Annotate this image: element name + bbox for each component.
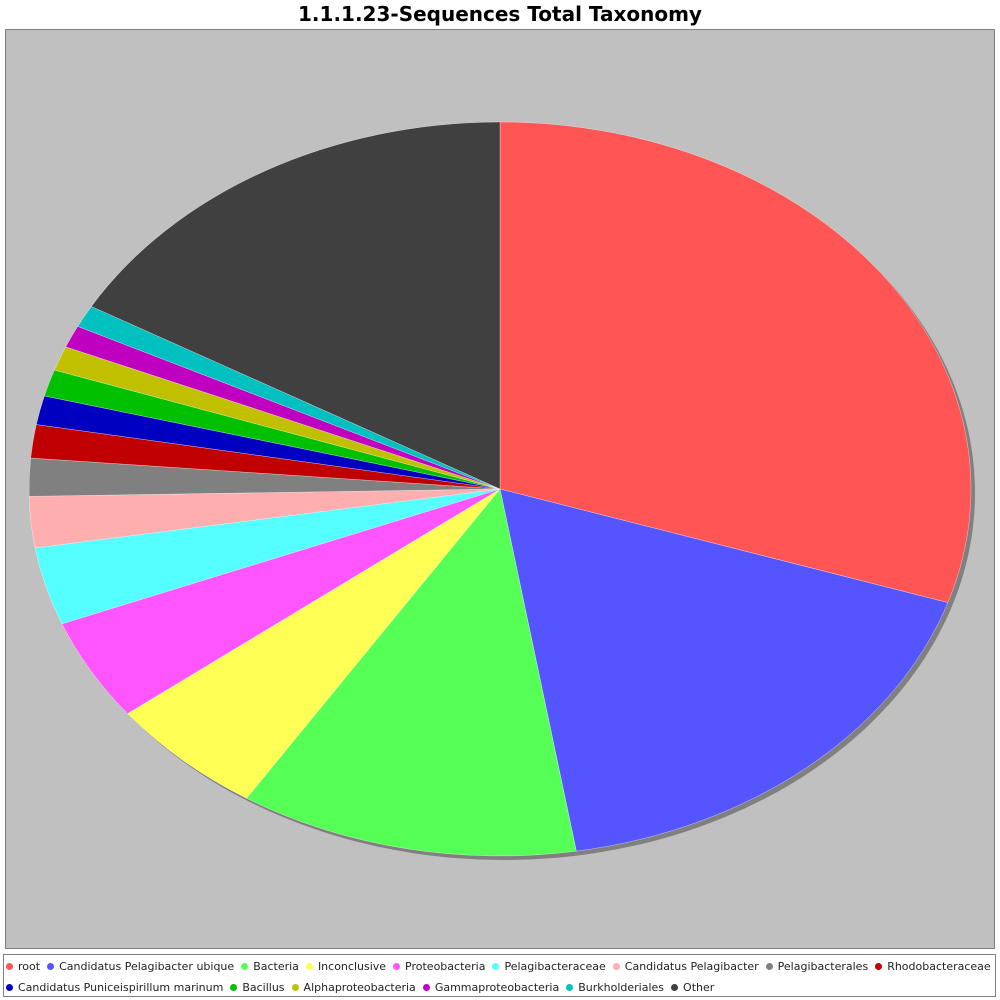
legend-item: Pelagibacteraceae: [492, 960, 606, 973]
legend-row: Candidatus Puniceispirillum marinum Bacil…: [6, 977, 995, 998]
legend-item: Inconclusive: [305, 960, 387, 973]
legend-item: Proteobacteria: [393, 960, 485, 973]
legend-item: Candidatus Pelagibacter ubique: [47, 960, 234, 973]
legend-label: Rhodobacteraceae: [887, 960, 991, 973]
legend: root Candidatus Pelagibacter ubique Bacter…: [3, 954, 996, 997]
plot-area: [5, 29, 995, 949]
legend-label: Inconclusive: [317, 960, 387, 973]
legend-swatch: [6, 984, 13, 991]
legend-label: root: [18, 960, 41, 973]
legend-swatch: [671, 984, 679, 991]
legend-swatch: [291, 984, 299, 991]
chart-title: 1.1.1.23-Sequences Total Taxonomy: [298, 2, 702, 26]
legend-item: Pelagibacterales: [765, 960, 869, 973]
legend-item: Burkholderiales: [566, 981, 664, 994]
legend-label: Bacteria: [253, 960, 299, 973]
pie-slice-candidatus-pelagibacter-ubique: [499, 488, 949, 852]
pie-slice-bacteria: [246, 488, 577, 857]
legend-label: Other: [683, 981, 715, 994]
legend-item: Bacillus: [230, 981, 285, 994]
legend-label: Pelagibacterales: [777, 960, 869, 973]
pie-slice-inconclusive: [127, 488, 501, 799]
pie-slice-other: [90, 121, 501, 490]
legend-label: Alphaproteobacteria: [303, 981, 416, 994]
pie-slice-root: [499, 121, 972, 603]
legend-swatch: [47, 963, 55, 970]
legend-label: Gammaproteobacteria: [434, 981, 560, 994]
legend-row: root Candidatus Pelagibacter ubique Bacter…: [6, 956, 995, 977]
legend-item: Candidatus Puniceispirillum marinum: [6, 981, 223, 994]
legend-swatch: [230, 984, 238, 991]
legend-item: Other: [671, 981, 714, 994]
legend-label: Burkholderiales: [578, 981, 665, 994]
legend-swatch: [422, 984, 430, 991]
legend-swatch: [241, 963, 249, 970]
legend-swatch: [765, 963, 773, 970]
legend-swatch: [6, 963, 13, 970]
legend-swatch: [393, 963, 401, 970]
legend-swatch: [612, 963, 620, 970]
legend-swatch: [492, 963, 500, 970]
legend-item: Rhodobacteraceae: [875, 960, 991, 973]
legend-label: Bacillus: [242, 981, 285, 994]
legend-item: Bacteria: [241, 960, 299, 973]
legend-item: root: [6, 960, 40, 973]
legend-item: Alphaproteobacteria: [291, 981, 416, 994]
legend-label: Candidatus Pelagibacter ubique: [59, 960, 235, 973]
legend-label: Candidatus Puniceispirillum marinum: [18, 981, 224, 994]
legend-label: Candidatus Pelagibacter: [624, 960, 759, 973]
legend-item: Candidatus Pelagibacter: [612, 960, 759, 973]
legend-swatch: [875, 963, 883, 970]
legend-swatch: [566, 984, 574, 991]
legend-label: Proteobacteria: [405, 960, 486, 973]
pie-chart: [28, 121, 975, 860]
legend-swatch: [305, 963, 313, 970]
legend-label: Pelagibacteraceae: [504, 960, 606, 973]
legend-item: Gammaproteobacteria: [422, 981, 560, 994]
